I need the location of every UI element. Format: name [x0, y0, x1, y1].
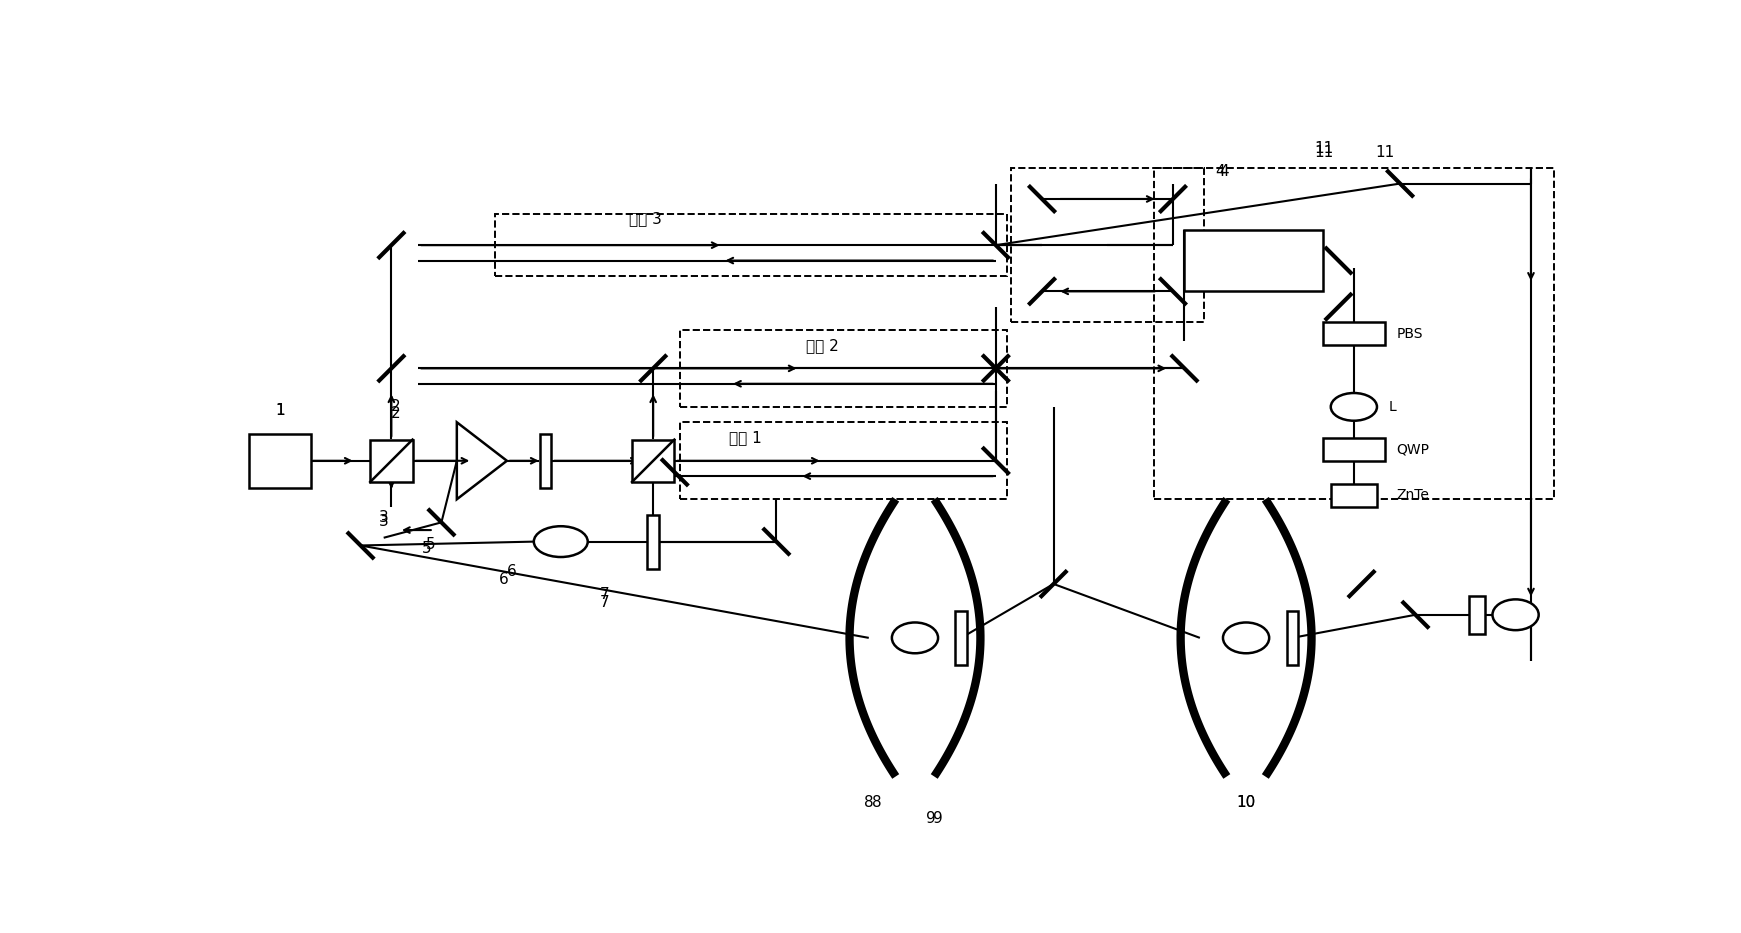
Bar [648, 515, 658, 568]
Text: 3: 3 [380, 510, 388, 525]
Text: 9: 9 [933, 811, 944, 826]
Bar [1469, 595, 1485, 634]
Text: 8: 8 [872, 795, 881, 810]
Bar [1154, 168, 1555, 499]
Ellipse shape [1492, 599, 1539, 630]
Bar [632, 439, 674, 482]
Bar [1323, 322, 1384, 345]
Text: 7: 7 [599, 588, 609, 603]
Text: 光束 2: 光束 2 [806, 338, 839, 353]
Text: QWP: QWP [1396, 442, 1429, 456]
Bar [956, 611, 966, 665]
Bar [1323, 438, 1384, 461]
Bar [681, 330, 1008, 407]
Bar [1330, 484, 1377, 507]
Text: 1: 1 [275, 403, 284, 418]
Text: 2: 2 [390, 407, 400, 422]
Text: ZnTe: ZnTe [1396, 488, 1429, 502]
Bar [1184, 230, 1323, 291]
Text: 5: 5 [421, 541, 432, 556]
Bar [540, 434, 552, 488]
Text: 光束 3: 光束 3 [629, 211, 662, 226]
Bar [371, 439, 413, 482]
Text: PBS: PBS [1396, 327, 1422, 341]
Text: Detector: Detector [1224, 254, 1285, 268]
Text: 3: 3 [380, 514, 388, 529]
Text: 11: 11 [1314, 141, 1334, 156]
Text: 11: 11 [1375, 145, 1395, 160]
Ellipse shape [1222, 622, 1269, 653]
Text: 8: 8 [864, 795, 874, 810]
Ellipse shape [891, 622, 938, 653]
Bar [249, 434, 310, 488]
Text: 6: 6 [507, 564, 517, 579]
Text: 10: 10 [1236, 795, 1255, 810]
Text: 11: 11 [1314, 145, 1334, 160]
Ellipse shape [1330, 393, 1377, 421]
Text: 4: 4 [1219, 164, 1229, 179]
Text: 4: 4 [1215, 164, 1226, 179]
Bar [681, 423, 1008, 499]
Bar [1012, 168, 1203, 322]
Bar [496, 215, 1008, 276]
Text: 1: 1 [275, 403, 284, 418]
Text: 6: 6 [500, 572, 508, 587]
Text: L: L [1389, 400, 1396, 414]
Text: 5: 5 [427, 537, 435, 552]
Bar [1287, 611, 1299, 665]
Text: 光束 1: 光束 1 [729, 430, 763, 445]
Text: 9: 9 [926, 811, 935, 826]
Text: 10: 10 [1236, 795, 1255, 810]
Ellipse shape [534, 526, 588, 557]
Text: 2: 2 [390, 398, 400, 413]
Text: 7: 7 [599, 595, 609, 610]
